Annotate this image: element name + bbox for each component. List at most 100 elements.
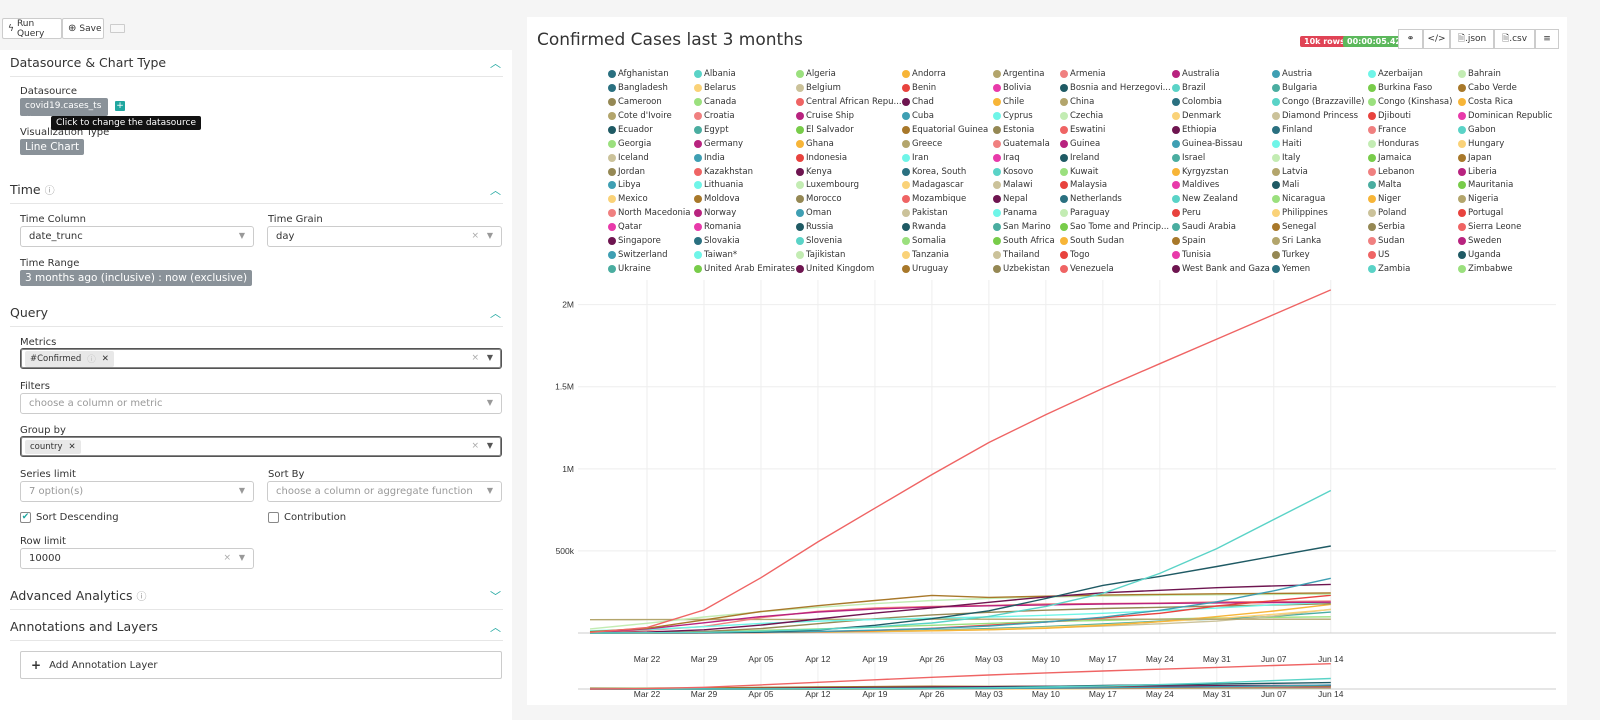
- legend-item[interactable]: Switzerland: [608, 248, 694, 262]
- legend-item[interactable]: Luxembourg: [796, 179, 902, 193]
- legend-item[interactable]: Haiti: [1272, 137, 1368, 151]
- legend-item[interactable]: Poland: [1368, 206, 1458, 220]
- legend-item[interactable]: Oman: [796, 206, 902, 220]
- legend-item[interactable]: Yemen: [1272, 262, 1368, 276]
- legend-item[interactable]: Israel: [1172, 151, 1272, 165]
- legend-item[interactable]: Dominican Republic: [1458, 109, 1558, 123]
- legend-item[interactable]: Slovakia: [694, 234, 796, 248]
- legend-item[interactable]: Bolivia: [993, 81, 1060, 95]
- legend-item[interactable]: Mozambique: [902, 192, 993, 206]
- legend-item[interactable]: Ukraine: [608, 262, 694, 276]
- legend-item[interactable]: Albania: [694, 67, 796, 81]
- legend-item[interactable]: Algeria: [796, 67, 902, 81]
- legend-item[interactable]: Hungary: [1458, 137, 1558, 151]
- legend-item[interactable]: San Marino: [993, 220, 1060, 234]
- save-button[interactable]: ⊕ Save: [62, 18, 104, 39]
- legend-item[interactable]: Cote d'Ivoire: [608, 109, 694, 123]
- export-json-button[interactable]: 🗎 .json: [1450, 29, 1494, 49]
- clear-icon[interactable]: ×: [471, 441, 479, 451]
- legend-item[interactable]: Liberia: [1458, 165, 1558, 179]
- more-menu-button[interactable]: ≡: [1535, 29, 1559, 49]
- legend-item[interactable]: Indonesia: [796, 151, 902, 165]
- legend-item[interactable]: Japan: [1458, 151, 1558, 165]
- legend-item[interactable]: Argentina: [993, 67, 1060, 81]
- legend-item[interactable]: United Arab Emirates: [694, 262, 796, 276]
- chevron-up-icon[interactable]: ︿: [490, 621, 501, 634]
- legend-item[interactable]: Bosnia and Herzegovi...: [1060, 81, 1172, 95]
- legend-item[interactable]: Colombia: [1172, 95, 1272, 109]
- legend-item[interactable]: Kyrgyzstan: [1172, 165, 1272, 179]
- series-limit-select[interactable]: 7 option(s) ▼: [20, 481, 254, 502]
- legend-item[interactable]: Sao Tome and Princip...: [1060, 220, 1172, 234]
- time-column-select[interactable]: date_trunc ▼: [20, 226, 254, 247]
- clear-icon[interactable]: ×: [471, 231, 479, 241]
- legend-item[interactable]: Cyprus: [993, 109, 1060, 123]
- legend-item[interactable]: Lithuania: [694, 179, 796, 193]
- legend-item[interactable]: Venezuela: [1060, 262, 1172, 276]
- legend-item[interactable]: Spain: [1172, 234, 1272, 248]
- legend-item[interactable]: Kenya: [796, 165, 902, 179]
- legend-item[interactable]: Latvia: [1272, 165, 1368, 179]
- legend-item[interactable]: Jamaica: [1368, 151, 1458, 165]
- time-range-button[interactable]: 3 months ago (inclusive) : now (exclusiv…: [20, 270, 253, 286]
- legend-item[interactable]: Mali: [1272, 179, 1368, 193]
- sort-descending-checkbox[interactable]: ✔ Sort Descending: [20, 512, 119, 523]
- legend-item[interactable]: Malaysia: [1060, 179, 1172, 193]
- add-annotation-layer-button[interactable]: + Add Annotation Layer: [20, 651, 502, 679]
- legend-item[interactable]: South Africa: [993, 234, 1060, 248]
- legend-item[interactable]: Czechia: [1060, 109, 1172, 123]
- legend-item[interactable]: New Zealand: [1172, 192, 1272, 206]
- viz-type-button[interactable]: Line Chart: [20, 139, 85, 155]
- legend-item[interactable]: Pakistan: [902, 206, 993, 220]
- legend-item[interactable]: Kosovo: [993, 165, 1060, 179]
- legend-item[interactable]: Serbia: [1368, 220, 1458, 234]
- legend-item[interactable]: Chile: [993, 95, 1060, 109]
- legend-item[interactable]: Paraguay: [1060, 206, 1172, 220]
- legend-item[interactable]: Senegal: [1272, 220, 1368, 234]
- legend-item[interactable]: Austria: [1272, 67, 1368, 81]
- datasource-select[interactable]: covid19.cases_ts ⌄: [20, 98, 108, 121]
- legend-item[interactable]: Uzbekistan: [993, 262, 1060, 276]
- legend-item[interactable]: South Sudan: [1060, 234, 1172, 248]
- section-query-header[interactable]: Query ︿: [10, 305, 503, 327]
- line-chart[interactable]: Mar 22 Mar 29 Apr 05 Apr 12 Apr 19 Apr 26 May …: [527, 17, 1567, 705]
- legend-item[interactable]: Cameroon: [608, 95, 694, 109]
- legend-item[interactable]: Afghanistan: [608, 67, 694, 81]
- legend-item[interactable]: Mauritania: [1458, 179, 1558, 193]
- sort-by-select[interactable]: choose a column or aggregate function ▼: [267, 481, 502, 502]
- legend-item[interactable]: US: [1368, 248, 1458, 262]
- legend-item[interactable]: United Kingdom: [796, 262, 902, 276]
- section-time-header[interactable]: Time ⓘ ︿: [10, 182, 503, 204]
- legend-item[interactable]: Azerbaijan: [1368, 67, 1458, 81]
- chevron-down-icon[interactable]: ﹀: [490, 590, 501, 603]
- legend-item[interactable]: Peru: [1172, 206, 1272, 220]
- legend-item[interactable]: Congo (Brazzaville): [1272, 95, 1368, 109]
- legend-item[interactable]: Central African Repu...: [796, 95, 902, 109]
- legend-item[interactable]: Congo (Kinshasa): [1368, 95, 1458, 109]
- legend-item[interactable]: Qatar: [608, 220, 694, 234]
- legend-item[interactable]: Tanzania: [902, 248, 993, 262]
- legend-item[interactable]: Norway: [694, 206, 796, 220]
- legend-item[interactable]: Djibouti: [1368, 109, 1458, 123]
- legend-item[interactable]: El Salvador: [796, 123, 902, 137]
- legend-item[interactable]: France: [1368, 123, 1458, 137]
- legend-item[interactable]: Togo: [1060, 248, 1172, 262]
- groupby-select[interactable]: country ✕ × ▼: [20, 436, 502, 457]
- legend-item[interactable]: Nepal: [993, 192, 1060, 206]
- legend-item[interactable]: Denmark: [1172, 109, 1272, 123]
- legend-item[interactable]: Belgium: [796, 81, 902, 95]
- remove-tag-icon[interactable]: ✕: [68, 441, 76, 452]
- section-annotations-header[interactable]: Annotations and Layers ︿: [10, 619, 503, 641]
- embed-code-button[interactable]: </>: [1423, 29, 1450, 49]
- legend-item[interactable]: Ghana: [796, 137, 902, 151]
- legend-item[interactable]: Romania: [694, 220, 796, 234]
- legend-item[interactable]: Thailand: [993, 248, 1060, 262]
- legend-item[interactable]: Tajikistan: [796, 248, 902, 262]
- legend-item[interactable]: Equatorial Guinea: [902, 123, 993, 137]
- section-advanced-header[interactable]: Advanced Analytics ⓘ ﹀: [10, 588, 503, 610]
- legend-item[interactable]: Egypt: [694, 123, 796, 137]
- legend-item[interactable]: Brazil: [1172, 81, 1272, 95]
- legend-item[interactable]: Ireland: [1060, 151, 1172, 165]
- legend-item[interactable]: Sweden: [1458, 234, 1558, 248]
- legend-item[interactable]: Gabon: [1458, 123, 1558, 137]
